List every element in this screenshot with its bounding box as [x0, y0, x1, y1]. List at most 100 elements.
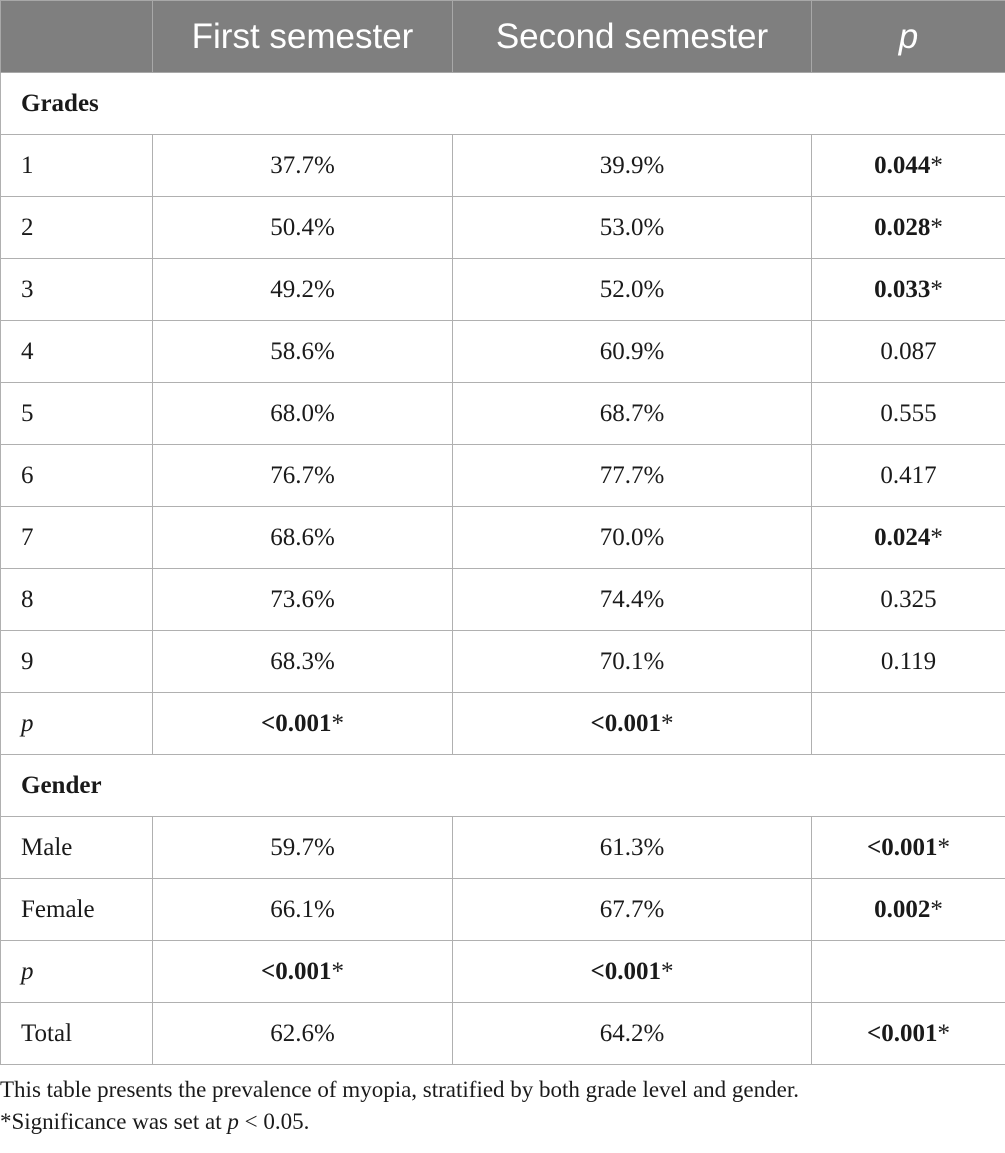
row-label: 6 — [0, 444, 153, 507]
p-value: 0.033 — [874, 275, 931, 303]
table-row: 3 49.2% 52.0% 0.033* — [0, 258, 1005, 321]
table-description-note: This table presents the prevalence of my… — [0, 1077, 799, 1102]
section-row-gender: Gender — [0, 754, 1005, 817]
section-title: Grades — [0, 72, 1005, 135]
significance-mark: * — [930, 275, 943, 303]
row-label: 2 — [0, 196, 153, 259]
table-footnotes: This table presents the prevalence of my… — [0, 1074, 1005, 1138]
p-value: 0.028 — [874, 213, 931, 241]
second-semester-p-cell: <0.001* — [452, 692, 812, 755]
significance-mark: * — [930, 523, 943, 551]
row-label: 8 — [0, 568, 153, 631]
significance-mark: * — [930, 151, 943, 179]
grades-p-row: p <0.001* <0.001* — [0, 692, 1005, 755]
first-semester-value: 73.6% — [152, 568, 453, 631]
row-label: 9 — [0, 630, 153, 693]
second-semester-value: 68.7% — [452, 382, 812, 445]
second-semester-value: 74.4% — [452, 568, 812, 631]
header-empty-cell — [0, 0, 153, 73]
second-semester-value: 70.0% — [452, 506, 812, 569]
row-label: p — [0, 940, 153, 1003]
significance-prefix: *Significance was set at — [0, 1109, 228, 1134]
second-semester-value: 67.7% — [452, 878, 812, 941]
total-row: Total 62.6% 64.2% <0.001* — [0, 1002, 1005, 1065]
row-label: 3 — [0, 258, 153, 321]
row-label: 4 — [0, 320, 153, 383]
first-semester-value: 50.4% — [152, 196, 453, 259]
p-value: 0.044 — [874, 151, 931, 179]
p-value-cell: 0.028* — [811, 196, 1005, 259]
p-value-cell: 0.087 — [811, 320, 1005, 383]
table-row: 1 37.7% 39.9% 0.044* — [0, 134, 1005, 197]
row-label: p — [0, 692, 153, 755]
section-row-grades: Grades — [0, 72, 1005, 135]
significance-mark: * — [331, 709, 345, 737]
p-value: 0.417 — [880, 461, 937, 489]
p-value: <0.001 — [867, 833, 938, 861]
header-first-semester: First semester — [152, 0, 453, 73]
significance-mark: * — [937, 833, 951, 861]
row-label: Female — [0, 878, 153, 941]
first-semester-p-cell: <0.001* — [152, 940, 453, 1003]
second-semester-value: 52.0% — [452, 258, 812, 321]
first-semester-value: 58.6% — [152, 320, 453, 383]
significance-mark: * — [930, 213, 943, 241]
significance-note: *Significance was set at p < 0.05. — [0, 1106, 1005, 1138]
row-label: 5 — [0, 382, 153, 445]
p-value: 0.002 — [874, 895, 931, 923]
p-value: <0.001 — [867, 1019, 938, 1047]
table-row: 7 68.6% 70.0% 0.024* — [0, 506, 1005, 569]
p-value-cell: <0.001* — [811, 816, 1005, 879]
significance-suffix: < 0.05. — [238, 1109, 310, 1134]
second-semester-value: 53.0% — [452, 196, 812, 259]
section-title: Gender — [0, 754, 1005, 817]
p-value: 0.087 — [880, 337, 937, 365]
significance-mark: * — [661, 709, 674, 737]
row-label: Male — [0, 816, 153, 879]
first-semester-value: 68.0% — [152, 382, 453, 445]
second-semester-value: 61.3% — [452, 816, 812, 879]
p-value-cell: 0.555 — [811, 382, 1005, 445]
p-value: 0.119 — [880, 647, 937, 675]
p-value: <0.001 — [590, 957, 662, 985]
first-semester-value: 68.3% — [152, 630, 453, 693]
second-semester-p-cell: <0.001* — [452, 940, 812, 1003]
table-row: 2 50.4% 53.0% 0.028* — [0, 196, 1005, 259]
second-semester-value: 64.2% — [452, 1002, 812, 1065]
significance-mark: * — [937, 1019, 951, 1047]
first-semester-value: 66.1% — [152, 878, 453, 941]
first-semester-value: 76.7% — [152, 444, 453, 507]
table-row: Male 59.7% 61.3% <0.001* — [0, 816, 1005, 879]
p-value: 0.024 — [874, 523, 931, 551]
first-semester-value: 49.2% — [152, 258, 453, 321]
p-value-cell: 0.119 — [811, 630, 1005, 693]
p-value-cell: <0.001* — [811, 1002, 1005, 1065]
row-label: 7 — [0, 506, 153, 569]
p-value-cell: 0.044* — [811, 134, 1005, 197]
table-row: 9 68.3% 70.1% 0.119 — [0, 630, 1005, 693]
second-semester-value: 39.9% — [452, 134, 812, 197]
empty-cell — [811, 692, 1005, 755]
table-row: Female 66.1% 67.7% 0.002* — [0, 878, 1005, 941]
p-value: 0.555 — [880, 399, 937, 427]
p-value-cell: 0.325 — [811, 568, 1005, 631]
p-value-cell: 0.033* — [811, 258, 1005, 321]
significance-mark: * — [930, 895, 943, 923]
row-label: 1 — [0, 134, 153, 197]
p-value: 0.325 — [880, 585, 937, 613]
header-second-semester: Second semester — [452, 0, 812, 73]
significance-mark: * — [661, 957, 674, 985]
table-row: 8 73.6% 74.4% 0.325 — [0, 568, 1005, 631]
empty-cell — [811, 940, 1005, 1003]
p-value: <0.001 — [590, 709, 662, 737]
second-semester-value: 60.9% — [452, 320, 812, 383]
table-row: 5 68.0% 68.7% 0.555 — [0, 382, 1005, 445]
gender-p-row: p <0.001* <0.001* — [0, 940, 1005, 1003]
second-semester-value: 77.7% — [452, 444, 812, 507]
first-semester-value: 62.6% — [152, 1002, 453, 1065]
table-row: 6 76.7% 77.7% 0.417 — [0, 444, 1005, 507]
p-value: <0.001 — [261, 709, 332, 737]
p-value-cell: 0.024* — [811, 506, 1005, 569]
first-semester-value: 59.7% — [152, 816, 453, 879]
p-value: <0.001 — [261, 957, 332, 985]
